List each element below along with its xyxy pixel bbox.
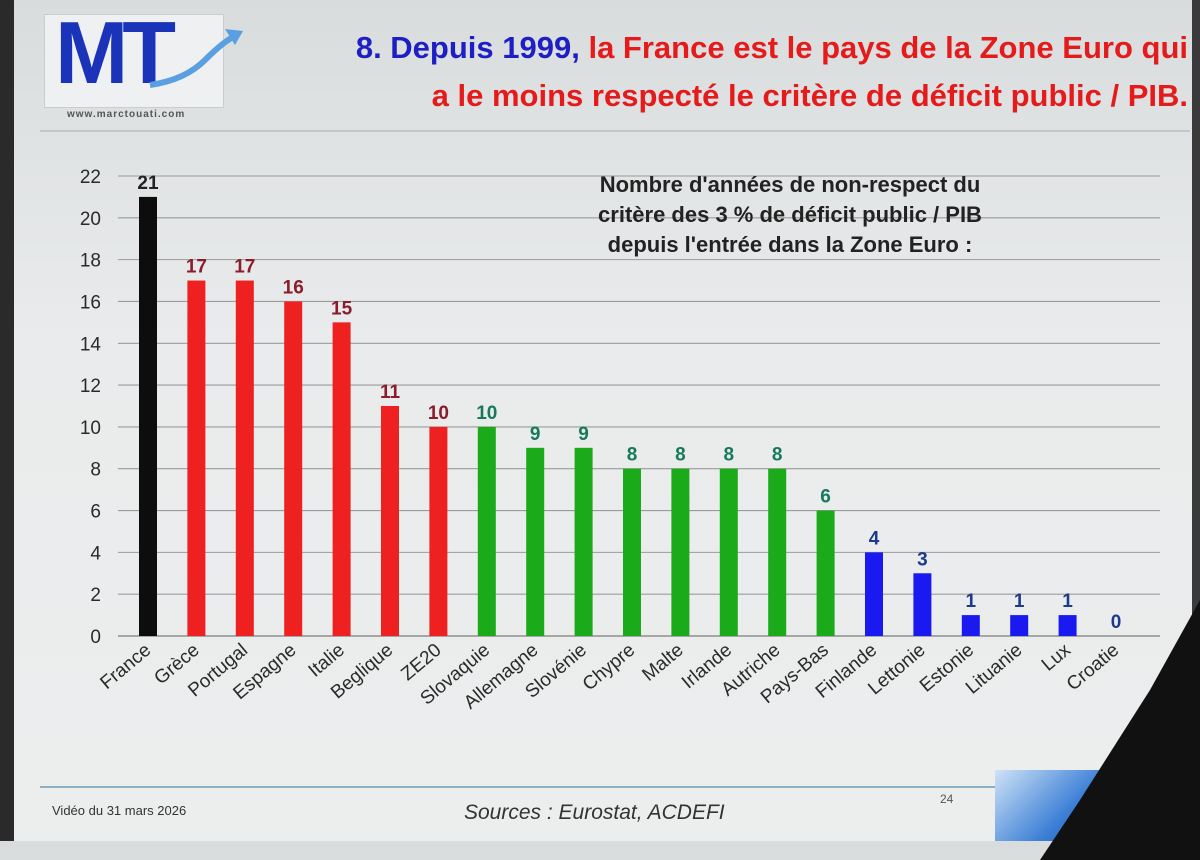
header-separator — [40, 130, 1190, 132]
y-tick-label: 18 — [80, 251, 101, 272]
bar — [187, 280, 206, 636]
data-label: 8 — [675, 445, 686, 466]
bar — [526, 447, 545, 636]
bar — [623, 468, 641, 636]
y-tick-label: 16 — [80, 292, 101, 313]
data-label: 17 — [186, 257, 207, 278]
title-line-2: a le moins respecté le critère de défici… — [431, 78, 1188, 113]
bar — [429, 426, 448, 636]
presenter-shadow — [1040, 600, 1200, 860]
title-line-1: 8. Depuis 1999, la France est le pays de… — [288, 24, 1188, 72]
bar — [961, 615, 980, 636]
bar — [284, 301, 303, 636]
logo-site: www.marctouati.com — [67, 109, 186, 120]
data-label: 11 — [380, 382, 401, 403]
sources: Sources : Eurostat, ACDEFI — [464, 801, 725, 824]
y-tick-label: 8 — [90, 460, 101, 481]
bar — [1010, 615, 1029, 636]
data-label: 1 — [1014, 591, 1025, 612]
data-label: 21 — [137, 173, 159, 194]
page-number: 24 — [940, 792, 954, 806]
data-label: 8 — [724, 445, 735, 466]
y-tick-label: 10 — [80, 418, 101, 439]
data-label: 8 — [627, 445, 638, 466]
bar — [235, 280, 254, 636]
data-label: 10 — [428, 403, 449, 424]
chart-title-line: critère des 3 % de déficit public / PIB — [598, 202, 982, 227]
y-tick-label: 14 — [80, 334, 102, 355]
y-tick-label: 0 — [90, 627, 101, 648]
data-label: 1 — [1062, 591, 1073, 612]
bar — [768, 468, 787, 636]
data-label: 1 — [966, 591, 977, 612]
data-label: 10 — [476, 403, 497, 424]
data-label: 6 — [820, 487, 831, 508]
chart-title-line: Nombre d'années de non-respect du — [600, 172, 981, 197]
bar — [719, 468, 738, 636]
footer-line — [40, 786, 1080, 788]
x-tick-label: Chypre — [579, 640, 639, 695]
bar — [574, 447, 593, 636]
data-label: 17 — [234, 257, 255, 278]
chart-title-line: depuis l'entrée dans la Zone Euro : — [608, 232, 973, 257]
data-label: 9 — [578, 424, 589, 445]
data-label: 3 — [917, 549, 928, 570]
y-tick-label: 6 — [90, 502, 101, 523]
data-label: 0 — [1111, 612, 1122, 633]
title-rest: la France est le pays de la Zone Euro qu… — [588, 30, 1188, 65]
x-tick-label: France — [96, 640, 155, 694]
data-label: 15 — [331, 298, 353, 319]
bar — [332, 322, 351, 636]
bar — [477, 426, 496, 636]
y-tick-label: 4 — [90, 543, 101, 564]
y-tick-label: 2 — [90, 585, 101, 606]
data-label: 16 — [283, 277, 304, 298]
data-label: 8 — [772, 445, 783, 466]
title-prefix: 8. Depuis 1999, — [355, 30, 580, 65]
bar — [913, 573, 932, 636]
data-label: 4 — [869, 528, 880, 549]
video-date: Vidéo du 31 mars 2026 — [52, 803, 187, 818]
bar — [139, 196, 157, 636]
bar — [671, 468, 690, 636]
screen-edge-left — [0, 0, 14, 841]
y-tick-label: 22 — [80, 167, 101, 188]
data-label: 9 — [530, 424, 541, 445]
logo: MT www.marctouati.com — [44, 9, 243, 120]
screen-edge-right — [1192, 0, 1200, 841]
y-tick-label: 12 — [80, 376, 101, 397]
bar — [381, 406, 399, 636]
bar — [1058, 615, 1077, 636]
bar — [816, 510, 835, 636]
page-title: 8. Depuis 1999, la France est le pays de… — [288, 24, 1188, 120]
arrow-logo-icon — [149, 29, 243, 88]
bar — [865, 552, 883, 636]
y-tick-label: 20 — [80, 209, 101, 230]
